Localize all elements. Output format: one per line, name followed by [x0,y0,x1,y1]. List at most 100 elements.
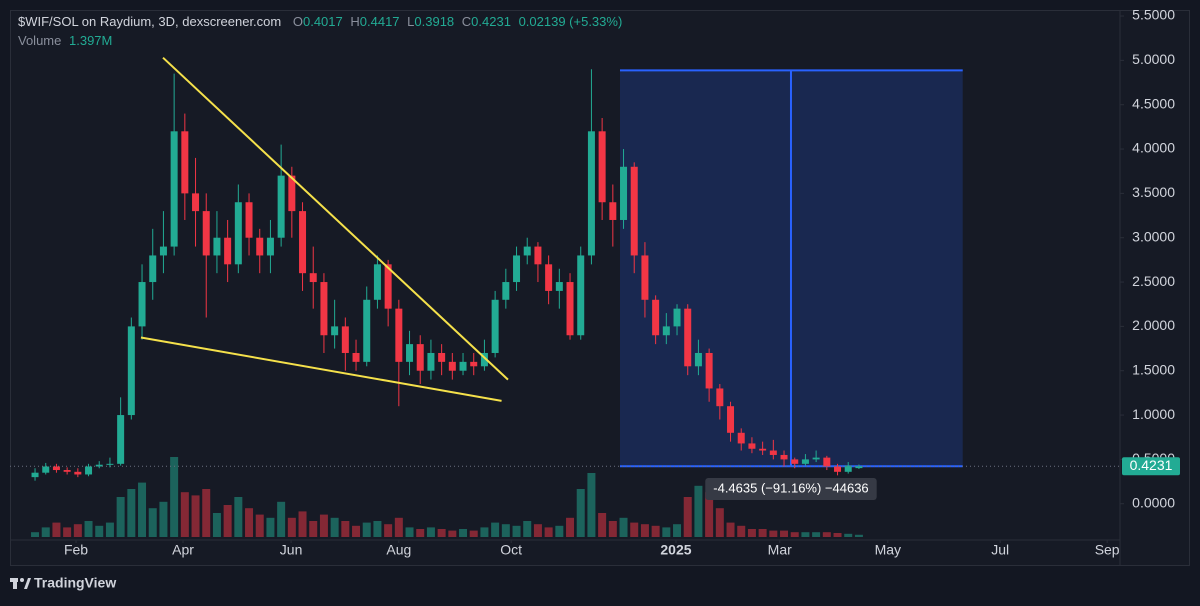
volume-bar [63,527,72,537]
candle-body [213,237,221,256]
volume-bar [844,533,853,537]
y-tick-label: 0.0000 [1132,494,1175,510]
candle-body [320,282,328,336]
x-tick-label: Feb [64,542,88,558]
volume-bar [266,517,275,537]
candle-body [352,352,360,362]
last-price-label: 0.4231 [1130,457,1173,473]
candle-layer [31,69,863,481]
candle-body [74,471,82,475]
candle-body [812,457,820,460]
candle-body [523,246,531,256]
volume-bar [640,524,649,537]
volume-bar [769,530,778,537]
volume-bar [501,524,510,537]
candle-body [534,246,542,265]
x-tick-label: Mar [768,542,792,558]
volume-last: 1.397M [69,33,112,48]
candle-body [748,443,756,449]
candle-body [598,131,606,203]
volume-bar [630,522,639,537]
volume-bar [833,533,842,537]
volume-bar [437,529,446,537]
volume-bar [758,529,767,537]
candle-body [42,466,50,473]
volume-bar [287,517,296,537]
candle-body [480,352,488,367]
candle-body [63,470,71,472]
candle-body [684,308,692,367]
candle-body [234,202,242,265]
candle-body [31,472,39,478]
candle-body [727,406,735,433]
volume-header: Volume 1.397M [18,33,112,48]
volume-bar [715,508,724,537]
candle-body [277,175,285,238]
trendline [140,336,502,402]
volume-bar [790,532,799,537]
candle-body [363,299,371,362]
candle-body [95,464,103,467]
y-tick-label: 1.0000 [1132,406,1175,422]
volume-bar [608,521,617,537]
volume-bar [651,525,660,537]
candle-body [406,344,414,362]
candle-body [245,202,253,238]
candle-body [780,454,788,460]
volume-bar [854,534,863,537]
measure-layer [619,69,963,468]
y-tick-label: 4.5000 [1132,95,1175,111]
volume-bar [459,529,468,537]
measure-label-box [705,478,877,500]
volume-bar [362,522,371,537]
y-tick-label: 3.5000 [1132,184,1175,200]
candle-body [566,282,574,336]
axes-layer: 0.00000.50001.00001.50002.00002.50003.00… [10,7,1180,558]
candle-body [127,326,135,416]
ohlc-value: 0.4417 [360,14,400,29]
candle-body [373,264,381,300]
x-tick-label: Aug [386,542,411,558]
trendline [162,56,509,381]
volume-bar [780,530,789,537]
volume-bar [298,511,307,537]
volume-bar [245,508,254,537]
candle-body [587,131,595,256]
volume-bar [416,529,425,537]
volume-bar [737,525,746,537]
candle-body [694,352,702,367]
candle-body [85,466,93,475]
y-tick-label: 2.0000 [1132,317,1175,333]
x-tick-label: Oct [500,542,522,558]
volume-bar [127,489,136,537]
volume-bar [480,527,489,537]
candle-body [652,299,660,336]
volume-bar [598,513,607,537]
x-tick-label: Sep [1095,542,1120,558]
candle-body [673,308,681,327]
volume-bar [566,517,575,537]
candle-body [395,308,403,362]
chart-frame [10,10,1190,566]
candle-body [834,466,842,472]
volume-bar [705,492,714,537]
candle-body [138,282,146,327]
volume-bar [822,532,831,537]
volume-bar [426,527,435,537]
brand-logo [10,578,31,589]
y-tick-label: 5.5000 [1132,7,1175,23]
ohlc-letter: L [407,14,414,29]
volume-bar [533,524,542,537]
volume-bar [673,524,682,537]
volume-bar [405,527,414,537]
candle-body [416,344,424,371]
candle-body [288,175,296,212]
volume-bar [41,527,50,537]
ohlc-letter: H [350,14,359,29]
candle-body [630,166,638,256]
volume-bar [491,522,500,537]
candle-body [181,131,189,194]
x-tick-label: Jun [280,542,303,558]
